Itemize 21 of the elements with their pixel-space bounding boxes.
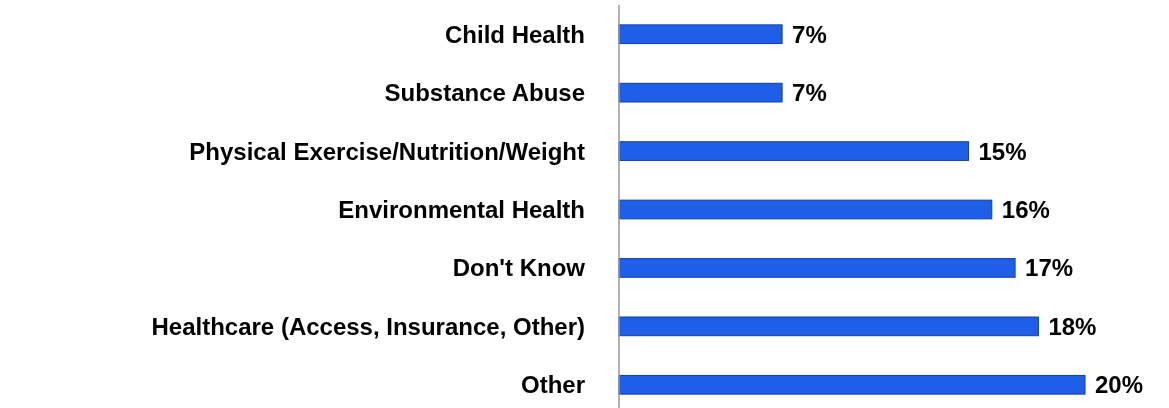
data-label: 16% bbox=[1001, 196, 1050, 223]
bar bbox=[618, 141, 969, 161]
bar bbox=[618, 258, 1016, 278]
bar bbox=[618, 316, 1039, 337]
y-tick-label: Don't Know bbox=[452, 254, 586, 282]
data-label: 15% bbox=[978, 137, 1027, 165]
data-label: 20% bbox=[1095, 371, 1144, 399]
bar bbox=[618, 199, 993, 220]
data-label: 17% bbox=[1025, 254, 1074, 282]
y-tick-label: Other bbox=[520, 371, 585, 399]
bar bbox=[618, 82, 783, 103]
bar bbox=[618, 374, 1086, 395]
data-label: 7% bbox=[792, 79, 827, 107]
y-tick-label: Substance Abuse bbox=[384, 79, 585, 107]
bar bbox=[618, 24, 783, 45]
data-label: 18% bbox=[1048, 312, 1097, 340]
y-tick-label: Healthcare (Access, Insurance, Other) bbox=[151, 312, 585, 340]
y-tick-label: Environmental Health bbox=[338, 196, 585, 223]
y-tick-label: Child Health bbox=[444, 20, 585, 48]
y-tick-label: Physical Exercise/Nutrition/Weight bbox=[189, 137, 586, 165]
data-label: 7% bbox=[792, 20, 827, 48]
